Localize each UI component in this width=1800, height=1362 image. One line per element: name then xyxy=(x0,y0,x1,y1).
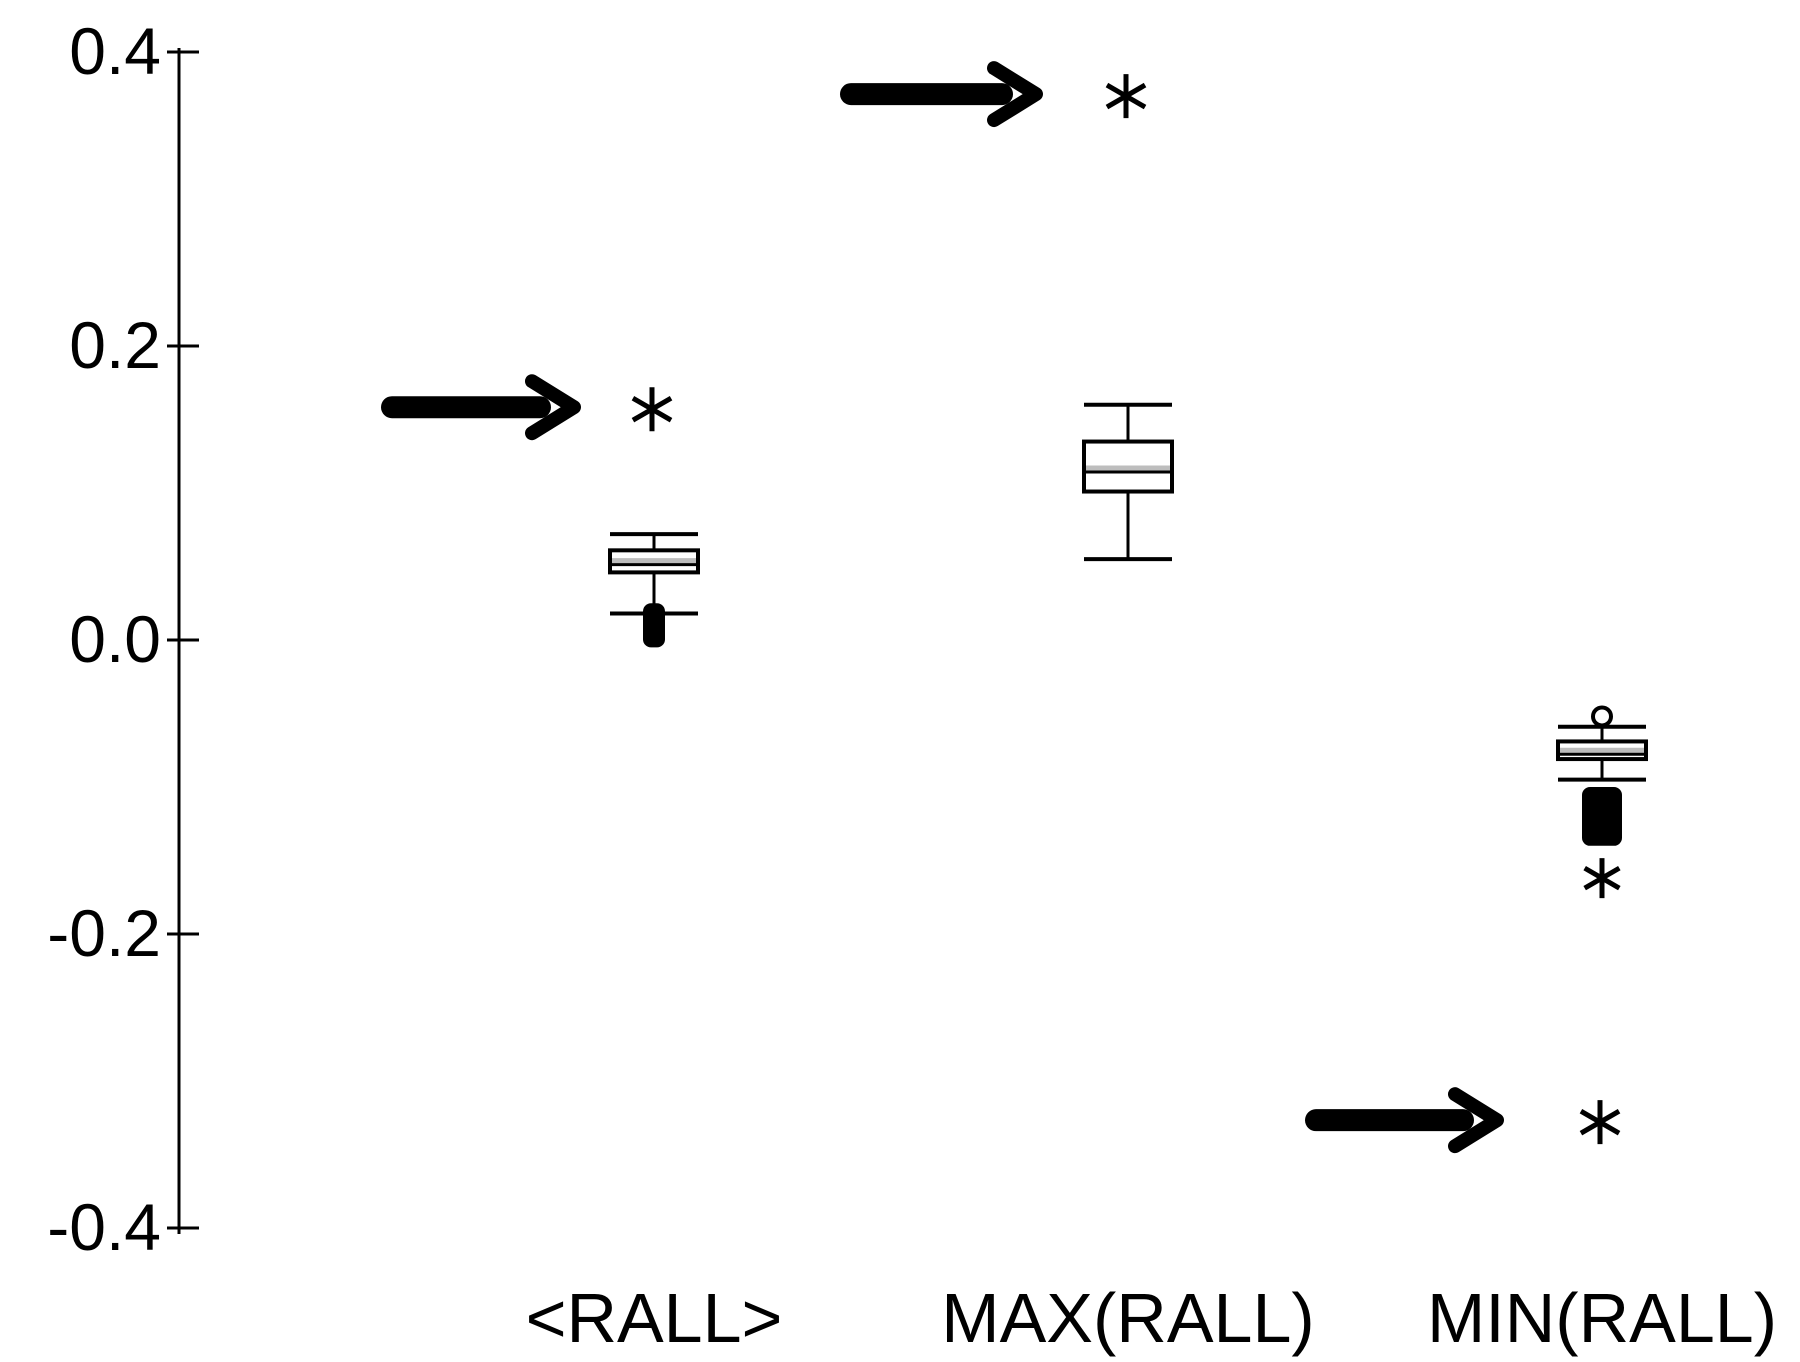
y-tick-label: 0.4 xyxy=(69,14,161,88)
asterisk-stroke xyxy=(631,396,673,423)
y-tick-label: -0.2 xyxy=(47,896,161,970)
asterisk-stroke xyxy=(1105,82,1147,110)
y-tick-label: 0.0 xyxy=(69,602,161,676)
box-0 xyxy=(608,532,700,648)
outlier-asterisk xyxy=(1583,858,1621,899)
markers xyxy=(381,61,1621,1154)
category-labels: <RALL> MAX(RALL) MIN(RALL) xyxy=(526,1279,1777,1357)
outlier-cluster xyxy=(1582,787,1622,846)
marked-asterisk xyxy=(631,387,673,432)
arrow-head xyxy=(525,374,581,441)
arrow-head xyxy=(987,61,1043,128)
asterisk-stroke xyxy=(1579,1108,1621,1136)
category-label: MAX(RALL) xyxy=(941,1279,1314,1357)
asterisk-stroke xyxy=(1583,865,1621,891)
category-label: MIN(RALL) xyxy=(1427,1279,1777,1357)
box-2 xyxy=(1556,705,1648,899)
arrow-indicator xyxy=(381,374,581,441)
category-label: <RALL> xyxy=(526,1279,783,1357)
arrow-head xyxy=(1448,1087,1504,1154)
arrow-indicator xyxy=(1305,1087,1504,1154)
outlier-point xyxy=(1591,705,1613,728)
y-tick-label: -0.4 xyxy=(47,1190,161,1264)
marked-asterisk xyxy=(1105,74,1147,119)
boxes xyxy=(608,402,1648,899)
y-tick-label: 0.2 xyxy=(69,308,161,382)
outlier-cluster xyxy=(643,603,665,648)
y-axis: 0.4 0.2 0.0 -0.2 -0.4 xyxy=(47,14,199,1264)
box-1 xyxy=(1082,402,1174,562)
arrow-indicator xyxy=(840,61,1043,128)
marked-asterisk xyxy=(1579,1100,1621,1145)
